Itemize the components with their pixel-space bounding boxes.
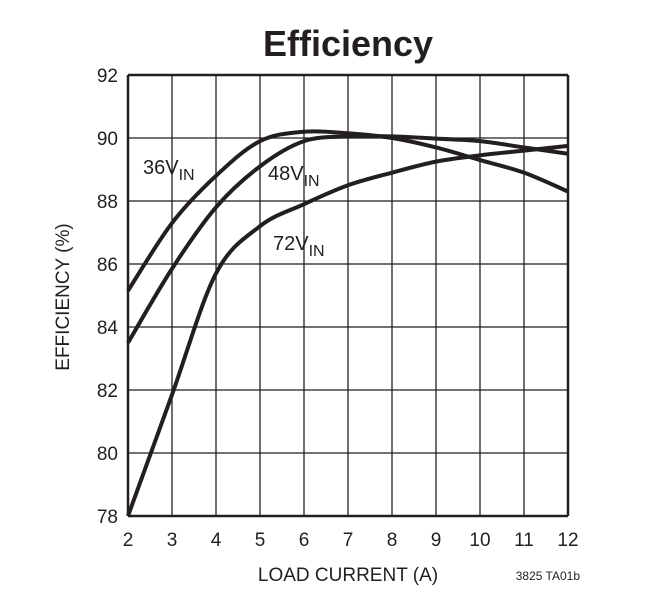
y-tick-label: 92 <box>97 66 118 87</box>
x-tick-label: 8 <box>387 530 398 551</box>
x-tick-label: 3 <box>167 530 178 551</box>
y-axis-label: EFFICIENCY (%) <box>53 223 74 370</box>
x-tick-label: 7 <box>343 530 354 551</box>
series-line-72v <box>126 143 569 517</box>
series-line-36v <box>126 129 569 292</box>
y-tick-label: 82 <box>97 381 118 402</box>
series-label-main: 36V <box>143 157 179 179</box>
y-tick-label: 88 <box>97 192 118 213</box>
chart-title: Efficiency <box>263 23 433 64</box>
y-tick-label: 90 <box>97 129 118 150</box>
series-label: 72VIN <box>273 233 325 260</box>
x-axis-label: LOAD CURRENT (A) <box>258 565 438 586</box>
x-tick-label: 10 <box>469 530 490 551</box>
series-label-subscript: IN <box>309 243 325 260</box>
x-tick-label: 9 <box>431 530 442 551</box>
figure-code: 3825 TA01b <box>516 569 581 583</box>
x-tick-label: 12 <box>557 530 578 551</box>
series-line-48v <box>126 133 569 344</box>
x-tick-label: 2 <box>123 530 134 551</box>
series-label: 36VIN <box>143 157 195 184</box>
x-tick-labels: 2 3 4 5 6 7 8 9 10 11 12 <box>123 530 579 551</box>
x-tick-label: 5 <box>255 530 266 551</box>
series-label: 48VIN <box>268 163 320 190</box>
series-label-subscript: IN <box>304 173 320 190</box>
y-tick-label: 86 <box>97 255 118 276</box>
x-tick-label: 11 <box>514 530 534 551</box>
y-tick-label: 78 <box>97 507 118 528</box>
y-tick-label: 80 <box>97 444 118 465</box>
series-label-subscript: IN <box>179 167 195 184</box>
y-tick-labels: 78 80 82 84 86 88 90 92 <box>97 66 119 528</box>
curves <box>126 129 569 517</box>
series-label-main: 48V <box>268 163 304 185</box>
y-tick-label: 84 <box>97 318 119 339</box>
x-tick-label: 6 <box>299 530 310 551</box>
x-tick-label: 4 <box>211 530 222 551</box>
series-label-main: 72V <box>273 233 309 255</box>
grid <box>126 73 570 518</box>
